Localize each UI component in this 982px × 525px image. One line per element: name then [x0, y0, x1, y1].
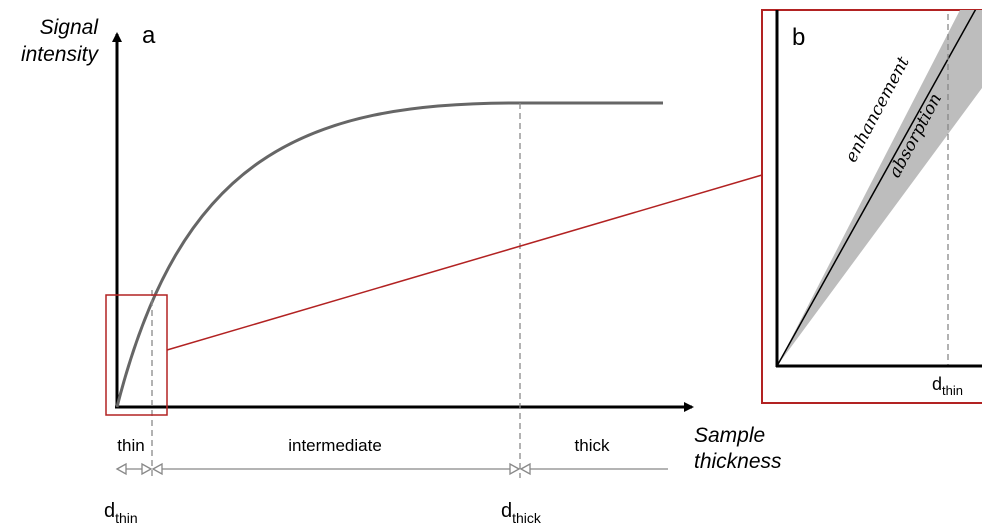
- zoom-connector: [166, 174, 763, 351]
- panel-a-label: a: [142, 22, 156, 49]
- panel-b-frame: [761, 9, 982, 404]
- y-axis-label-line1: Signal: [40, 16, 100, 39]
- panel-b: b enhancement absorption dthin: [761, 9, 982, 404]
- zoom-box: [105, 294, 168, 416]
- region-thin-label: thin: [117, 436, 144, 455]
- panel-b-label: b: [792, 24, 805, 51]
- d-thin-marker: dthin: [104, 500, 138, 525]
- range-arrows: [115, 462, 668, 476]
- panel-b-d-thin-marker: dthin: [932, 374, 963, 398]
- x-axis-label-line1: Sample: [694, 424, 765, 447]
- x-axis-label-line2: thickness: [694, 450, 782, 473]
- d-thick-marker: dthick: [501, 500, 542, 525]
- region-thick-label: thick: [575, 436, 610, 455]
- signal-curve: [115, 101, 663, 408]
- panel-a: a Signal intensity Sample thickness thin…: [21, 16, 782, 525]
- y-axis-label-line2: intensity: [21, 43, 100, 66]
- absorption-enhancement-band: [777, 10, 982, 366]
- region-intermediate-label: intermediate: [288, 436, 382, 455]
